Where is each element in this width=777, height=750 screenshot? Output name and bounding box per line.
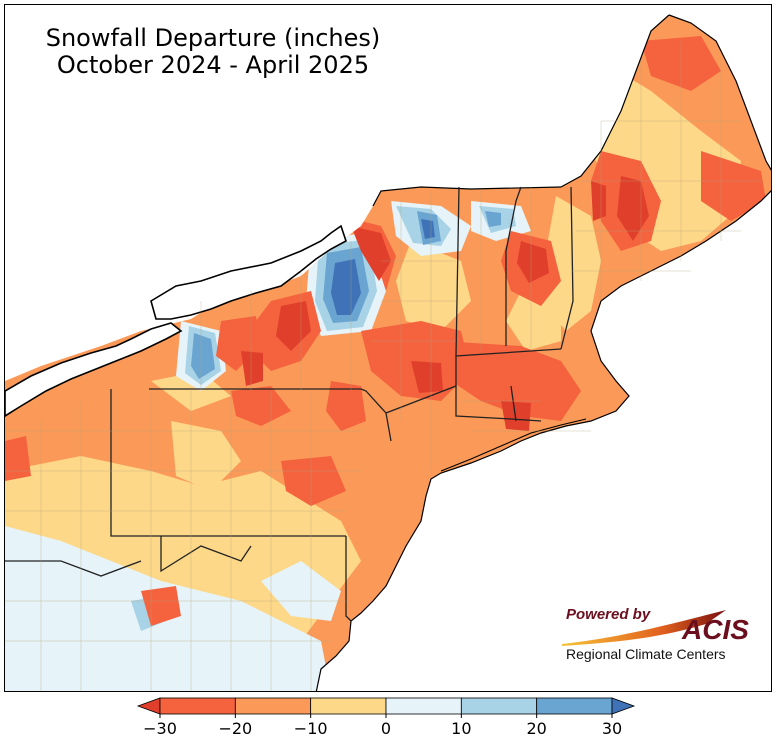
- colorbar-tick-label: 20: [526, 719, 546, 738]
- colorbar-over-arrow: [611, 697, 636, 715]
- colorbar-bin: [460, 697, 538, 715]
- colorbar-bin: [234, 697, 312, 715]
- lake-erie: [5, 322, 183, 417]
- colorbar-tick-label: 0: [381, 719, 391, 738]
- colorbar-bin: [310, 697, 387, 715]
- lake-ontario: [150, 224, 347, 320]
- map-title-line-1: Snowfall Departure (inches): [45, 24, 381, 52]
- colorbar-tick-labels: −30 −20 −10 0 10 20 30: [143, 714, 622, 738]
- map-title-line-2: October 2024 - April 2025: [56, 51, 370, 79]
- snowfall-departure-map: [5, 14, 771, 691]
- colorbar-bin: [536, 697, 613, 715]
- colorbar-legend: −30 −20 −10 0 10 20 30: [136, 697, 636, 738]
- colorbar-tick-label: 10: [451, 719, 471, 738]
- logo-powered-by: Powered by: [566, 606, 651, 623]
- colorbar-tick-label: −10: [294, 719, 328, 738]
- colorbar-under-arrow: [136, 697, 161, 715]
- colorbar-bin: [159, 697, 236, 715]
- logo-swoosh-icon: [562, 610, 726, 646]
- colorbar-tick-label: 30: [602, 719, 622, 738]
- colorbar-bin: [385, 697, 462, 715]
- colorbar-tick-label: −30: [143, 719, 177, 738]
- logo-rcc-text: Regional Climate Centers: [566, 646, 726, 662]
- acis-logo[interactable]: Powered by ACIS Regional Climate Centers: [556, 604, 756, 666]
- map-panel[interactable]: [4, 4, 772, 692]
- logo-acis-wordmark: ACIS: [682, 614, 749, 645]
- colorbar-bins: [136, 697, 636, 715]
- colorbar-tick-label: −20: [218, 719, 252, 738]
